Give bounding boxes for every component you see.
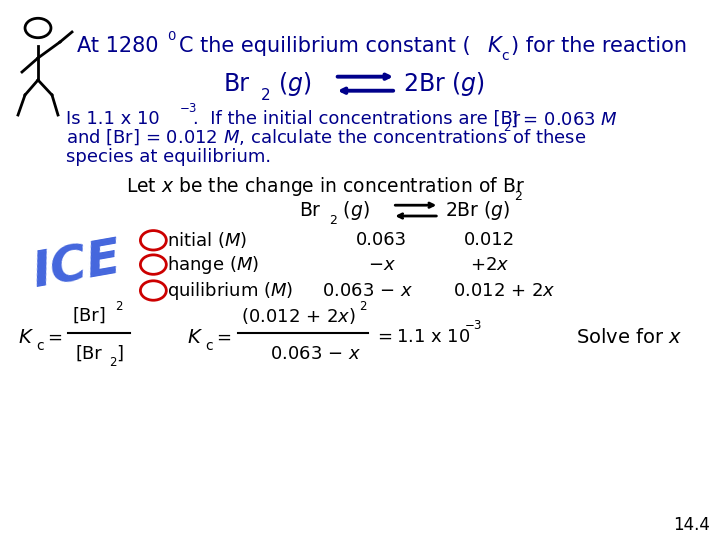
Text: c: c — [205, 339, 213, 353]
Text: 2Br ($\mathit{g}$): 2Br ($\mathit{g}$) — [403, 70, 485, 98]
Text: $= 1.1$ x 10: $= 1.1$ x 10 — [374, 328, 471, 347]
Text: 2: 2 — [261, 88, 270, 103]
Text: c: c — [36, 339, 44, 353]
Text: species at equilibrium.: species at equilibrium. — [66, 147, 271, 166]
Text: =: = — [216, 328, 231, 347]
Text: 14.4: 14.4 — [672, 516, 710, 534]
Text: 0.063 $-$ $\mathit{x}$: 0.063 $-$ $\mathit{x}$ — [322, 281, 413, 300]
Text: 0: 0 — [167, 30, 176, 43]
Text: $\mathit{K}$: $\mathit{K}$ — [187, 328, 203, 347]
Text: c: c — [501, 49, 509, 63]
Text: 2: 2 — [503, 122, 510, 134]
Text: Let $\mathit{x}$ be the change in concentration of Br: Let $\mathit{x}$ be the change in concen… — [126, 175, 525, 198]
Text: 2: 2 — [115, 300, 122, 313]
Text: ]: ] — [117, 345, 124, 363]
Text: 0.063: 0.063 — [356, 231, 408, 249]
Text: 2: 2 — [359, 300, 366, 313]
Text: [Br]: [Br] — [72, 307, 106, 325]
Text: ICE: ICE — [29, 234, 125, 297]
Text: C the equilibrium constant (: C the equilibrium constant ( — [179, 36, 470, 56]
Text: =: = — [47, 328, 62, 347]
Text: 2Br ($\mathit{g}$): 2Br ($\mathit{g}$) — [445, 199, 510, 222]
Text: $\mathit{K}$: $\mathit{K}$ — [487, 36, 504, 56]
Text: [Br: [Br — [76, 345, 102, 363]
Text: $\mathit{K}$: $\mathit{K}$ — [18, 328, 34, 347]
Text: 2: 2 — [514, 190, 522, 202]
Text: nitial ($\mathit{M}$): nitial ($\mathit{M}$) — [167, 230, 247, 251]
Text: quilibrium ($\mathit{M}$): quilibrium ($\mathit{M}$) — [167, 280, 293, 301]
Text: $-3$: $-3$ — [464, 319, 482, 332]
Text: ] = 0.063 $\mathit{M}$: ] = 0.063 $\mathit{M}$ — [510, 109, 618, 129]
Text: Br: Br — [223, 72, 249, 96]
Text: hange ($\mathit{M}$): hange ($\mathit{M}$) — [167, 254, 259, 275]
Text: ($\mathit{g}$): ($\mathit{g}$) — [271, 70, 312, 98]
Text: 0.063 $-$ $\mathit{x}$: 0.063 $-$ $\mathit{x}$ — [270, 345, 361, 363]
Text: $-3$: $-3$ — [179, 102, 197, 114]
Text: 2: 2 — [329, 214, 337, 227]
Text: 0.012: 0.012 — [464, 231, 516, 249]
Text: ($\mathit{g}$): ($\mathit{g}$) — [337, 199, 370, 222]
Text: Br: Br — [299, 201, 320, 220]
Text: Solve for $\mathit{x}$: Solve for $\mathit{x}$ — [576, 328, 682, 347]
Text: (0.012 + 2$\mathit{x}$): (0.012 + 2$\mathit{x}$) — [241, 306, 356, 326]
Text: ) for the reaction: ) for the reaction — [511, 36, 687, 56]
Text: and [Br] = 0.012 $\mathit{M}$, calculate the concentrations of these: and [Br] = 0.012 $\mathit{M}$, calculate… — [66, 128, 587, 147]
Text: $-\mathit{x}$: $-\mathit{x}$ — [368, 255, 395, 274]
Text: Is 1.1 x 10: Is 1.1 x 10 — [66, 110, 160, 128]
Text: .  If the initial concentrations are [Br: . If the initial concentrations are [Br — [193, 110, 521, 128]
Text: $+2\mathit{x}$: $+2\mathit{x}$ — [470, 255, 509, 274]
Text: 2: 2 — [109, 356, 117, 369]
Text: At 1280: At 1280 — [77, 36, 158, 56]
Text: 0.012 $+$ 2$\mathit{x}$: 0.012 $+$ 2$\mathit{x}$ — [453, 281, 555, 300]
